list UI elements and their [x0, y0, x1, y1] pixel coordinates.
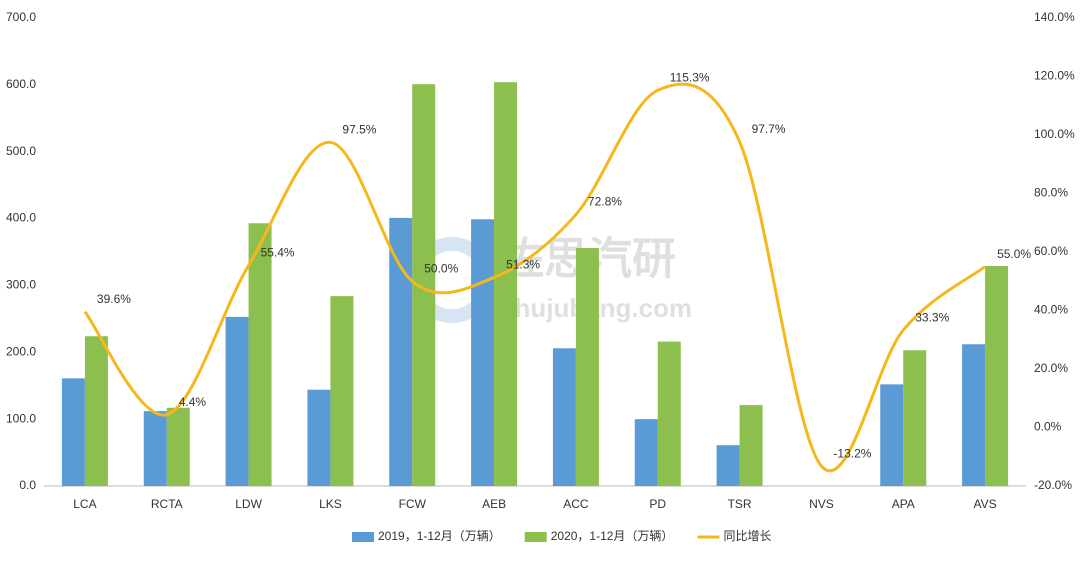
y-tick-label: 0.0 [19, 478, 36, 492]
data-label: 72.8% [588, 195, 622, 209]
bar [716, 445, 740, 486]
bar [634, 419, 658, 486]
data-label: 39.6% [97, 292, 131, 306]
y-tick-label: 400.0 [6, 211, 36, 225]
bar [84, 336, 108, 486]
y-tick-label: 600.0 [6, 77, 36, 91]
data-label: 115.3% [670, 70, 710, 84]
x-tick-label: APA [892, 497, 915, 511]
legend-label: 2019，1-12月（万辆） [378, 529, 501, 543]
x-tick-label: FCW [399, 497, 427, 511]
y2-tick-label: 140.0% [1034, 10, 1075, 24]
data-label: 4.4% [179, 395, 207, 409]
bar [494, 82, 518, 486]
bar [225, 316, 249, 486]
growth-line [83, 82, 987, 472]
bar [739, 405, 763, 486]
y2-tick-label: 60.0% [1034, 244, 1068, 258]
legend-swatch [352, 532, 374, 542]
bar [903, 350, 927, 486]
bar [166, 407, 190, 486]
x-tick-label: NVS [809, 497, 834, 511]
y2-tick-label: 80.0% [1034, 186, 1068, 200]
data-label: 55.0% [997, 247, 1031, 261]
bar [61, 378, 85, 486]
bar [330, 296, 354, 486]
legend-label: 同比增长 [723, 529, 771, 543]
data-label: 50.0% [424, 261, 458, 275]
x-tick-label: LKS [319, 497, 342, 511]
legend-label: 2020，1-12月（万辆） [551, 529, 674, 543]
bar [143, 411, 167, 486]
bar [552, 348, 576, 486]
bar [412, 84, 436, 486]
y2-tick-label: 120.0% [1034, 69, 1075, 83]
x-tick-label: ACC [563, 497, 589, 511]
data-label: 33.3% [915, 310, 949, 324]
bar [880, 384, 904, 486]
y-tick-label: 300.0 [6, 278, 36, 292]
watermark: 佐思汽研 shujubang.com [409, 235, 692, 323]
bar [657, 341, 681, 486]
y-tick-label: 200.0 [6, 344, 36, 358]
x-tick-label: PD [649, 497, 666, 511]
y-tick-label: 100.0 [6, 411, 36, 425]
data-label: 97.7% [752, 122, 786, 136]
y2-tick-label: 40.0% [1034, 303, 1068, 317]
bar [471, 219, 495, 487]
data-label: 55.4% [261, 246, 295, 260]
x-tick-label: LDW [235, 497, 262, 511]
y2-tick-label: 20.0% [1034, 361, 1068, 375]
data-label: 51.3% [506, 258, 540, 272]
bar [575, 247, 599, 486]
x-tick-label: LCA [73, 497, 96, 511]
bar [248, 223, 272, 486]
bar [389, 217, 413, 486]
bar [985, 266, 1009, 486]
y-tick-label: 500.0 [6, 144, 36, 158]
y2-tick-label: 100.0% [1034, 127, 1075, 141]
bar [307, 389, 331, 486]
data-label: -13.2% [833, 446, 871, 460]
y-tick-label: 700.0 [6, 10, 36, 24]
x-tick-label: AVS [974, 497, 997, 511]
y2-tick-label: -20.0% [1034, 478, 1072, 492]
x-tick-label: TSR [728, 497, 752, 511]
x-tick-label: AEB [482, 497, 506, 511]
bar [962, 344, 986, 486]
y2-tick-label: 0.0% [1034, 420, 1062, 434]
x-tick-label: RCTA [151, 497, 183, 511]
legend-swatch [524, 532, 547, 542]
data-label: 97.5% [342, 122, 376, 136]
